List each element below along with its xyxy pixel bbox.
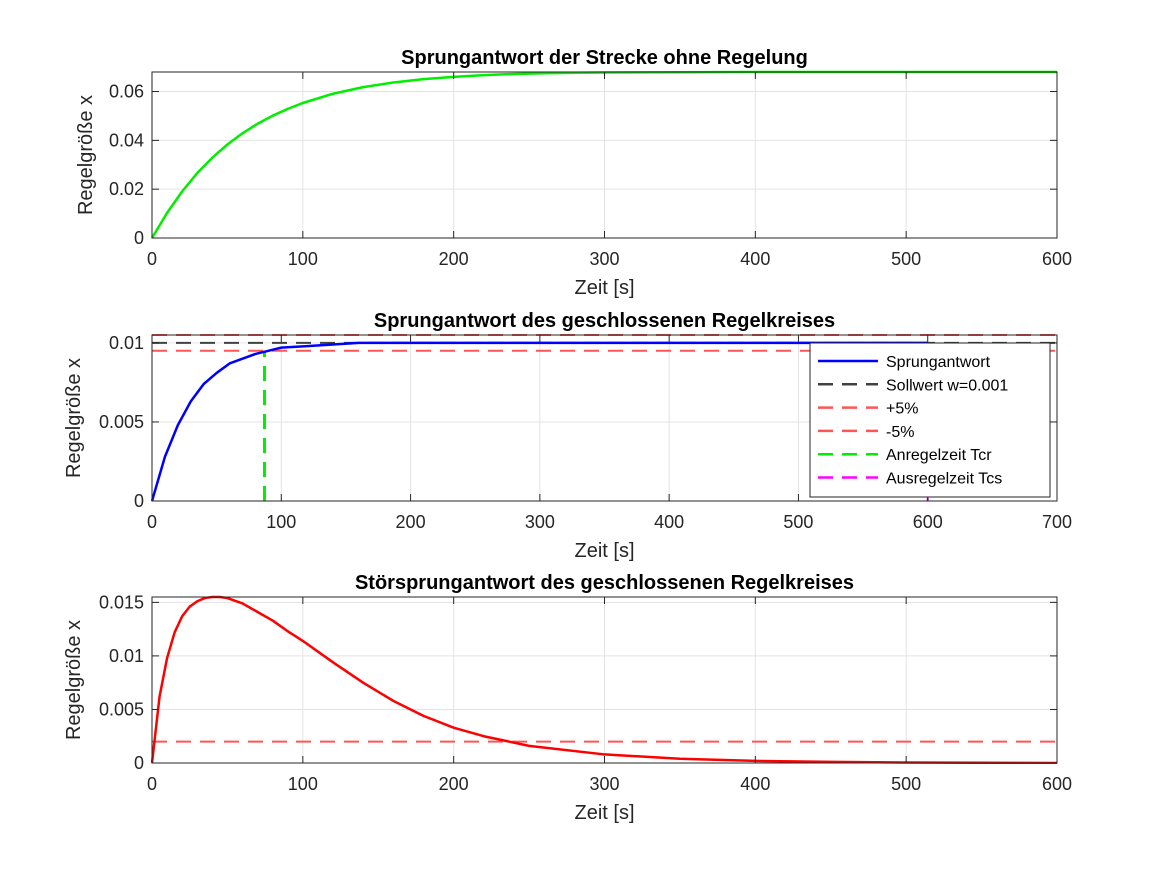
x-tick-label: 200 xyxy=(396,512,426,532)
plot-disturbance-step-response: 0 100 200 300 400 500 600 0 0.005 0.01 0.015 Störsp… xyxy=(63,572,1072,824)
y-tick-label: 0 xyxy=(134,228,144,248)
x-tick-label: 200 xyxy=(439,249,469,269)
y-tick-label: 0.015 xyxy=(99,592,144,612)
y-tick-label: 0.005 xyxy=(99,412,144,432)
plot-step-response-closed-loop: 0 100 200 300 400 500 600 700 0 0.005 0.01 Sprungan… xyxy=(63,310,1072,562)
plot-title: Störsprungantwort des geschlossenen Rege… xyxy=(355,572,854,594)
x-tick-label: 300 xyxy=(589,774,619,794)
y-tick-label: 0.04 xyxy=(109,130,144,150)
x-tick-label: 100 xyxy=(266,512,296,532)
series-line-curve-0 xyxy=(151,595,1058,764)
plot-step-response-open-loop: 0 100 200 300 400 500 600 0 0.02 0.04 0.06 Sprungan… xyxy=(75,47,1072,299)
x-axis-label: Zeit [s] xyxy=(574,277,634,299)
axes-box xyxy=(151,334,1058,502)
y-tick-label: 0.01 xyxy=(109,646,144,666)
x-tick-label: 700 xyxy=(1042,512,1072,532)
y-tick-label: 0.02 xyxy=(109,179,144,199)
x-tick-label: 500 xyxy=(891,249,921,269)
x-tick-label: 200 xyxy=(439,774,469,794)
x-tick-label: 500 xyxy=(783,512,813,532)
x-tick-label: 400 xyxy=(654,512,684,532)
legend-entry: -5% xyxy=(886,424,914,441)
plot-title: Sprungantwort der Strecke ohne Regelung xyxy=(401,47,808,69)
legend-entry: Anregelzeit Tcr xyxy=(886,447,992,464)
x-tick-label: 600 xyxy=(1042,249,1072,269)
x-tick-label: 600 xyxy=(1042,774,1072,794)
y-tick-label: 0.06 xyxy=(109,82,144,102)
plot-title: Sprungantwort des geschlossenen Regelkre… xyxy=(374,310,835,332)
x-tick-label: 600 xyxy=(913,512,943,532)
x-tick-label: 300 xyxy=(525,512,555,532)
x-tick-label: 100 xyxy=(288,774,318,794)
x-tick-label: 0 xyxy=(147,249,157,269)
series-line-sprungantwort xyxy=(151,341,928,502)
legend-box xyxy=(809,342,1051,498)
x-tick-label: 0 xyxy=(147,774,157,794)
x-tick-label: 500 xyxy=(891,774,921,794)
x-tick-label: 100 xyxy=(288,249,318,269)
x-tick-label: 400 xyxy=(740,249,770,269)
y-tick-label: 0.005 xyxy=(99,699,144,719)
x-tick-label: 400 xyxy=(740,774,770,794)
x-axis-label: Zeit [s] xyxy=(574,802,634,824)
legend-entry: Sprungantwort xyxy=(886,354,991,371)
x-tick-label: 300 xyxy=(589,249,619,269)
y-tick-label: 0.01 xyxy=(109,333,144,353)
x-axis-label: Zeit [s] xyxy=(574,540,634,562)
y-tick-label: 0 xyxy=(134,491,144,511)
legend-entry: Ausregelzeit Tcs xyxy=(886,471,1002,488)
legend-entry: Sollwert w=0.001 xyxy=(886,377,1008,394)
legend-entry: +5% xyxy=(886,401,918,418)
y-tick-label: 0 xyxy=(134,753,144,773)
x-tick-label: 0 xyxy=(147,512,157,532)
y-axis-label: Regelgröße x xyxy=(63,620,85,740)
y-axis-label: Regelgröße x xyxy=(63,358,85,478)
y-axis-label: Regelgröße x xyxy=(75,95,97,215)
legend: Sprungantwort Sollwert w=0.001 +5% -5% Anreg… xyxy=(809,342,1051,498)
